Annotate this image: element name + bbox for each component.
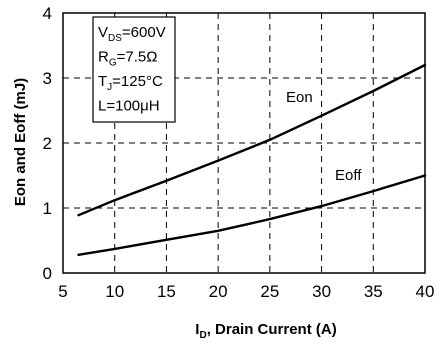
condition-line: VDS=600V [98, 24, 166, 44]
series-line-eon [77, 63, 427, 217]
y-tick-label: 3 [43, 69, 52, 88]
tick-labels: 5 10 15 20 25 30 35 40 0 1 2 3 4 [43, 4, 435, 301]
series-lines [77, 63, 427, 257]
annotations: Eon Eoff VDS=600V RG=7.5Ω TJ=125°C L=100μH [92, 16, 362, 184]
y-tick-label: 2 [43, 134, 52, 153]
x-tick-label: 5 [58, 282, 67, 301]
condition-line: RG=7.5Ω [98, 49, 157, 69]
x-tick-label: 30 [312, 282, 331, 301]
y-tick-label: 0 [43, 264, 52, 283]
x-tick-label: 10 [105, 282, 124, 301]
conditions-box [92, 16, 176, 123]
condition-line: L=100μH [98, 98, 160, 115]
x-tick-label: 35 [364, 282, 383, 301]
x-tick-label: 40 [416, 282, 435, 301]
condition-line: TJ=125°C [98, 73, 163, 93]
plot-frame [62, 12, 426, 274]
x-tick-label: 20 [209, 282, 228, 301]
y-tick-label: 4 [43, 4, 52, 23]
series-label-eon: Eon [286, 89, 313, 106]
y-tick-label: 1 [43, 199, 52, 218]
y-axis-label: Eon and Eoff (mJ) [12, 78, 29, 206]
x-tick-label: 25 [260, 282, 279, 301]
x-axis-label: ID, Drain Current (A) [195, 321, 336, 341]
x-tick-label: 15 [157, 282, 176, 301]
series-label-eoff: Eoff [335, 167, 362, 184]
series-line-eoff [77, 174, 427, 257]
